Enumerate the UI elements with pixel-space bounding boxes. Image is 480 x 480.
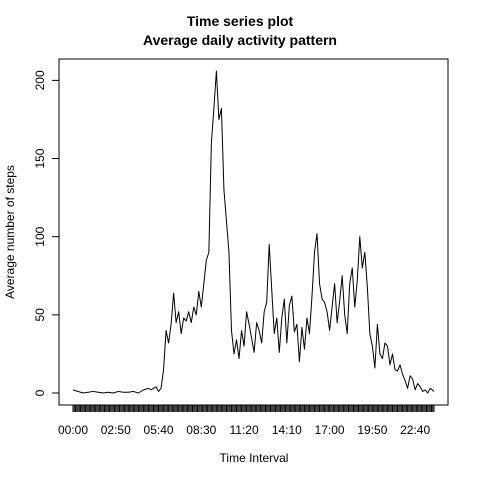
x-tick-label: 11:20 <box>229 423 258 437</box>
y-tick-label: 150 <box>33 148 47 168</box>
x-axis: 00:00 02:50 05:40 08:30 11:20 14:10 17:00 19:50… <box>58 404 435 437</box>
y-axis-label: Average number of steps <box>3 165 17 299</box>
x-tick-label: 08:30 <box>186 423 216 437</box>
x-tick-label: 14:10 <box>272 423 302 437</box>
series-group <box>72 70 435 394</box>
y-tick-label: 100 <box>33 226 47 246</box>
y-axis: 0 50 100 150 200 <box>33 70 60 396</box>
chart-subtitle: Average daily activity pattern <box>143 32 337 48</box>
y-tick-label: 0 <box>33 389 47 396</box>
x-tick-label: 19:50 <box>357 423 387 437</box>
chart-title: Time series plot <box>187 13 294 29</box>
series-line <box>72 70 435 394</box>
x-tick-label: 02:50 <box>101 423 131 437</box>
x-tick-label: 22:40 <box>400 423 430 437</box>
y-tick-label: 200 <box>33 70 47 90</box>
plot-frame <box>58 58 449 406</box>
x-axis-label: Time Interval <box>220 451 289 465</box>
x-tick-label: 17:00 <box>315 423 345 437</box>
y-tick-label: 50 <box>33 308 47 322</box>
x-tick-label: 05:40 <box>144 423 174 437</box>
x-tick-label: 00:00 <box>58 423 88 437</box>
